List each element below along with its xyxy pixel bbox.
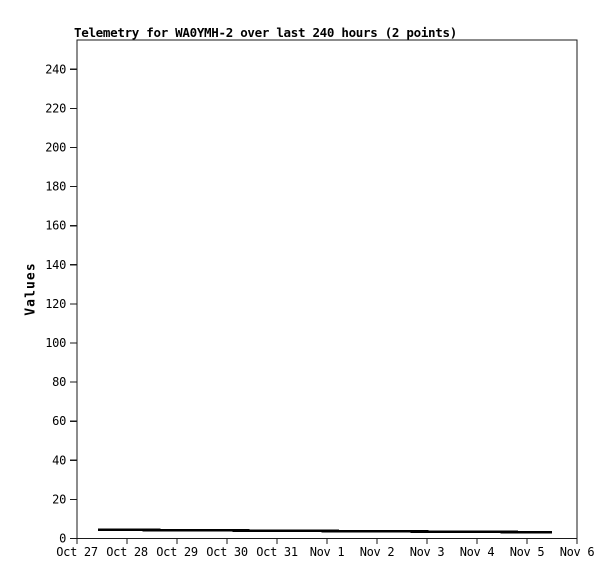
x-tick-label: Oct 30 [206, 545, 248, 559]
x-tick-label: Oct 29 [156, 545, 198, 559]
x-tick-label: Nov 3 [410, 545, 445, 559]
y-tick-label: 160 [45, 219, 66, 233]
y-tick-label: 120 [45, 297, 66, 311]
y-tick-label: 100 [45, 336, 66, 350]
plot-border [76, 39, 578, 540]
y-tick-label: 220 [45, 101, 66, 115]
x-tick-label: Oct 27 [56, 545, 98, 559]
y-tick-label: 240 [45, 62, 66, 76]
y-tick-label: 200 [45, 141, 66, 155]
y-tick-label: 60 [52, 414, 66, 428]
telemetry-values-line [97, 528, 553, 534]
y-tick-label: 20 [52, 492, 66, 506]
y-tick-label: 180 [45, 180, 66, 194]
x-tick-label: Nov 1 [310, 545, 345, 559]
x-tick-label: Oct 31 [256, 545, 298, 559]
y-tick-label: 0 [59, 532, 66, 546]
x-tick-label: Nov 2 [360, 545, 395, 559]
y-tick-label: 140 [45, 258, 66, 272]
y-tick-label: 80 [52, 375, 66, 389]
x-tick-label: Nov 5 [510, 545, 545, 559]
chart-title: Telemetry for WA0YMH-2 over last 240 hou… [74, 25, 457, 40]
y-tick-label: 40 [52, 453, 66, 467]
x-tick-label: Nov 6 [560, 545, 595, 559]
x-tick-label: Nov 4 [460, 545, 495, 559]
x-tick-label: Oct 28 [106, 545, 148, 559]
